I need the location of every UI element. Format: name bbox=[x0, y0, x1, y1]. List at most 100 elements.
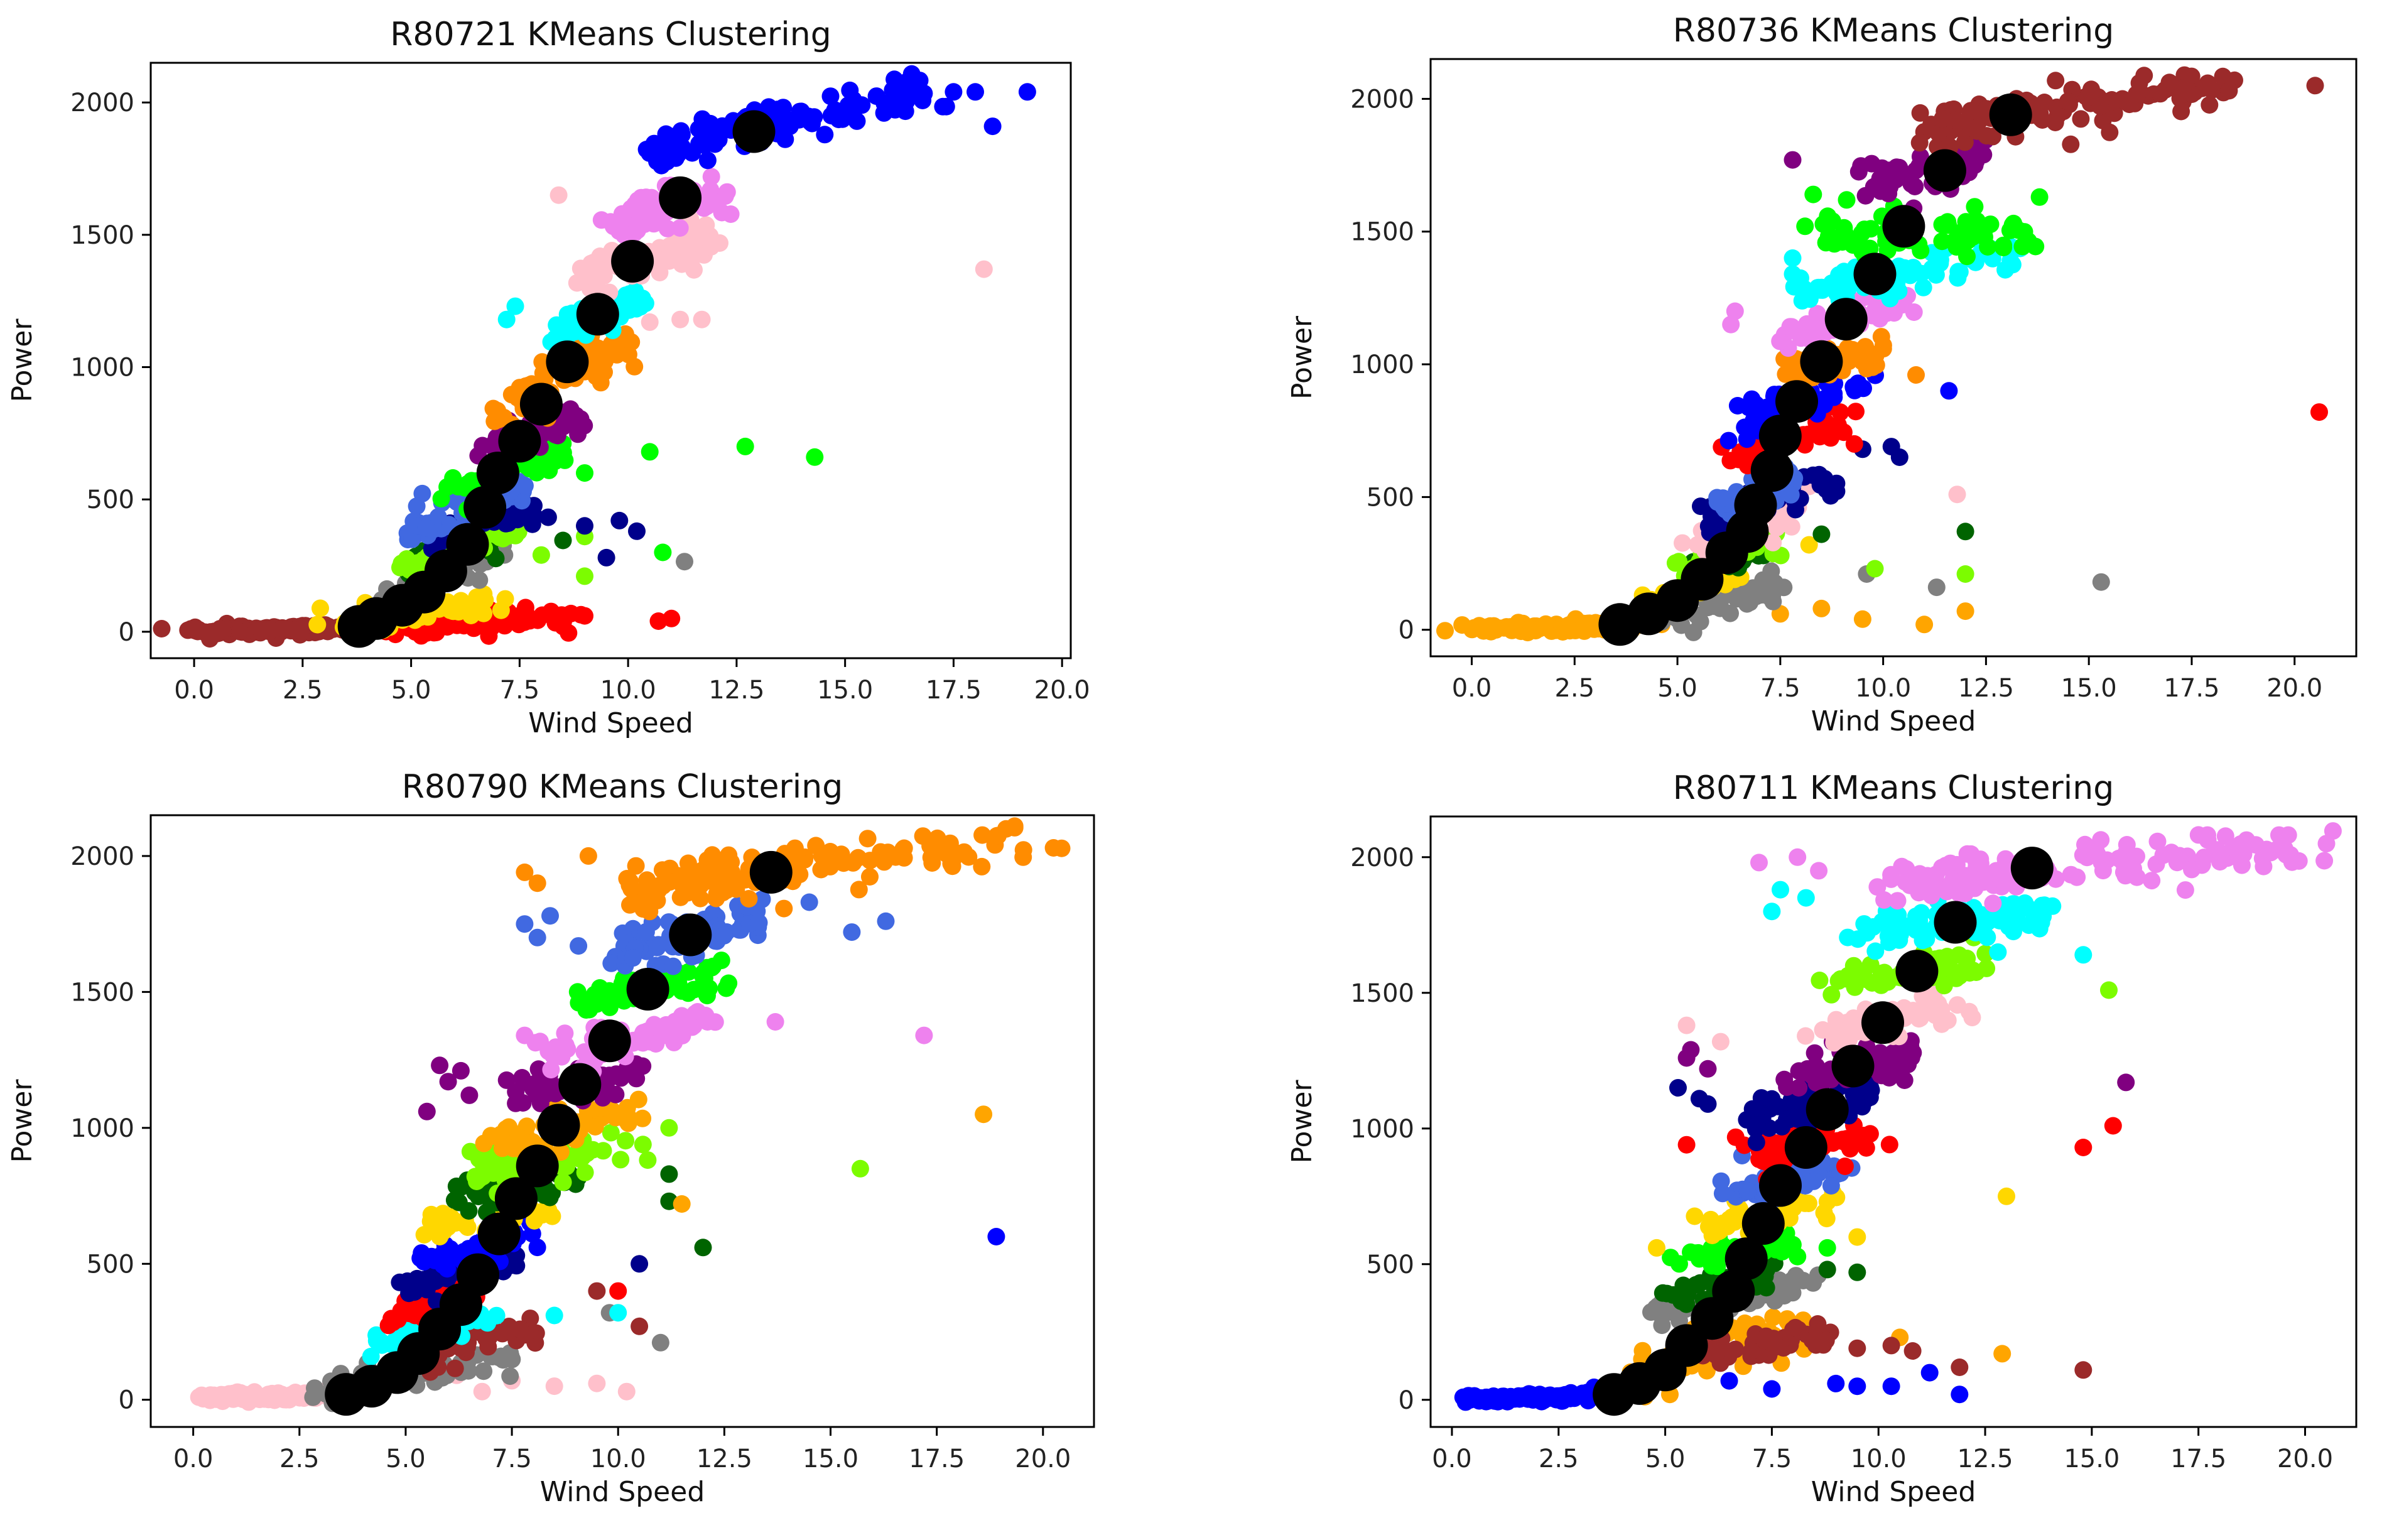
y-tick-label: 500 bbox=[1367, 1250, 1414, 1279]
data-point bbox=[1904, 1044, 1922, 1062]
outlier-point bbox=[1848, 1263, 1866, 1281]
outlier-point bbox=[1812, 599, 1831, 617]
data-point bbox=[708, 885, 726, 903]
data-point bbox=[1853, 349, 1871, 367]
data-point bbox=[441, 1240, 460, 1258]
outlier-point bbox=[588, 1282, 606, 1300]
data-point bbox=[1927, 996, 1945, 1014]
x-tick-label: 15.0 bbox=[2061, 674, 2117, 703]
outlier-point bbox=[1669, 1079, 1687, 1097]
outlier-point bbox=[851, 1159, 869, 1178]
centroid bbox=[1758, 415, 1802, 458]
data-point bbox=[1847, 403, 1865, 421]
outlier-point bbox=[1818, 1239, 1836, 1257]
data-point bbox=[2062, 135, 2080, 153]
outlier-point bbox=[2306, 77, 2324, 95]
centroid bbox=[1895, 950, 1939, 993]
data-point bbox=[578, 1144, 596, 1163]
data-point bbox=[556, 1036, 575, 1055]
data-point bbox=[1529, 1388, 1547, 1406]
data-point bbox=[1691, 1274, 1709, 1292]
centroid bbox=[659, 176, 702, 219]
outlier-point bbox=[1726, 302, 1744, 320]
data-point bbox=[690, 134, 708, 153]
centroid bbox=[669, 913, 712, 957]
centroids bbox=[1598, 93, 2032, 646]
data-point bbox=[1822, 985, 1841, 1004]
x-tick-label: 7.5 bbox=[1760, 674, 1800, 703]
outlier-point bbox=[1848, 1377, 1866, 1396]
outlier-point bbox=[1890, 448, 1909, 466]
data-point bbox=[231, 622, 249, 641]
data-point bbox=[504, 1139, 522, 1158]
data-point bbox=[1806, 1044, 1824, 1062]
data-point bbox=[1914, 278, 1932, 296]
centroid bbox=[1824, 298, 1868, 341]
data-point bbox=[672, 122, 690, 140]
outlier-point bbox=[579, 847, 597, 865]
data-point bbox=[2277, 842, 2295, 860]
data-point bbox=[1961, 964, 1979, 982]
x-tick-label: 10.0 bbox=[590, 1445, 646, 1473]
data-point bbox=[1874, 340, 1892, 358]
data-point bbox=[2047, 72, 2065, 90]
x-tick-label: 20.0 bbox=[1034, 676, 1090, 705]
data-point bbox=[1989, 865, 2007, 884]
data-point bbox=[1971, 854, 1990, 872]
data-point bbox=[799, 107, 818, 126]
outlier-point bbox=[516, 863, 534, 881]
y-tick-label: 1000 bbox=[70, 1114, 134, 1143]
data-point bbox=[1866, 942, 1885, 960]
data-point bbox=[367, 1326, 386, 1345]
x-tick-label: 17.5 bbox=[2163, 674, 2219, 703]
data-point bbox=[1889, 906, 1907, 924]
data-point bbox=[720, 974, 738, 992]
data-point bbox=[521, 1310, 539, 1328]
data-point bbox=[2135, 67, 2153, 85]
chart-title: R80721 KMeans Clustering bbox=[390, 16, 831, 53]
x-tick-label: 17.5 bbox=[909, 1445, 965, 1473]
chart-panel-4: R80711 KMeans Clustering 0.0 2.5 5.0 7.5 10.0… bbox=[1286, 769, 2358, 1508]
data-point bbox=[489, 401, 507, 420]
centroids bbox=[337, 110, 776, 648]
data-point bbox=[1958, 950, 1976, 967]
data-point bbox=[1956, 133, 1974, 151]
data-point bbox=[1699, 517, 1718, 535]
outlier-point bbox=[1948, 485, 1966, 504]
data-point bbox=[1708, 1257, 1726, 1276]
data-point bbox=[1951, 263, 1969, 281]
data-point bbox=[1505, 621, 1523, 638]
y-axis-label: Power bbox=[1286, 1080, 1318, 1164]
x-axis-label: Wind Speed bbox=[1811, 705, 1976, 737]
centroid bbox=[576, 293, 619, 336]
data-point bbox=[2148, 832, 2167, 850]
data-point bbox=[1053, 839, 1071, 857]
x-tick-label: 20.0 bbox=[2266, 674, 2322, 703]
data-point bbox=[629, 203, 647, 221]
data-point bbox=[1005, 818, 1024, 837]
data-point bbox=[539, 508, 557, 526]
outlier-point bbox=[654, 543, 672, 561]
data-point bbox=[607, 1085, 625, 1103]
outlier-point bbox=[736, 437, 754, 455]
x-tick-label: 0.0 bbox=[1452, 674, 1492, 703]
data-point bbox=[1822, 429, 1839, 447]
data-point bbox=[494, 1325, 511, 1343]
outlier-point bbox=[671, 310, 690, 328]
outlier-point bbox=[693, 310, 711, 328]
data-point bbox=[1944, 233, 1963, 251]
outlier-point bbox=[1796, 217, 1814, 236]
outlier-point bbox=[554, 617, 572, 636]
data-points bbox=[1436, 66, 2328, 642]
data-point bbox=[715, 926, 733, 945]
data-point bbox=[652, 156, 671, 175]
outlier-point bbox=[1882, 1337, 1900, 1355]
data-point bbox=[1832, 265, 1850, 283]
outlier-point bbox=[545, 1306, 563, 1325]
data-point bbox=[629, 1090, 647, 1109]
data-point bbox=[2161, 845, 2179, 863]
y-tick-label: 1500 bbox=[1350, 218, 1414, 247]
outlier-point bbox=[541, 907, 559, 925]
data-point bbox=[923, 854, 941, 872]
